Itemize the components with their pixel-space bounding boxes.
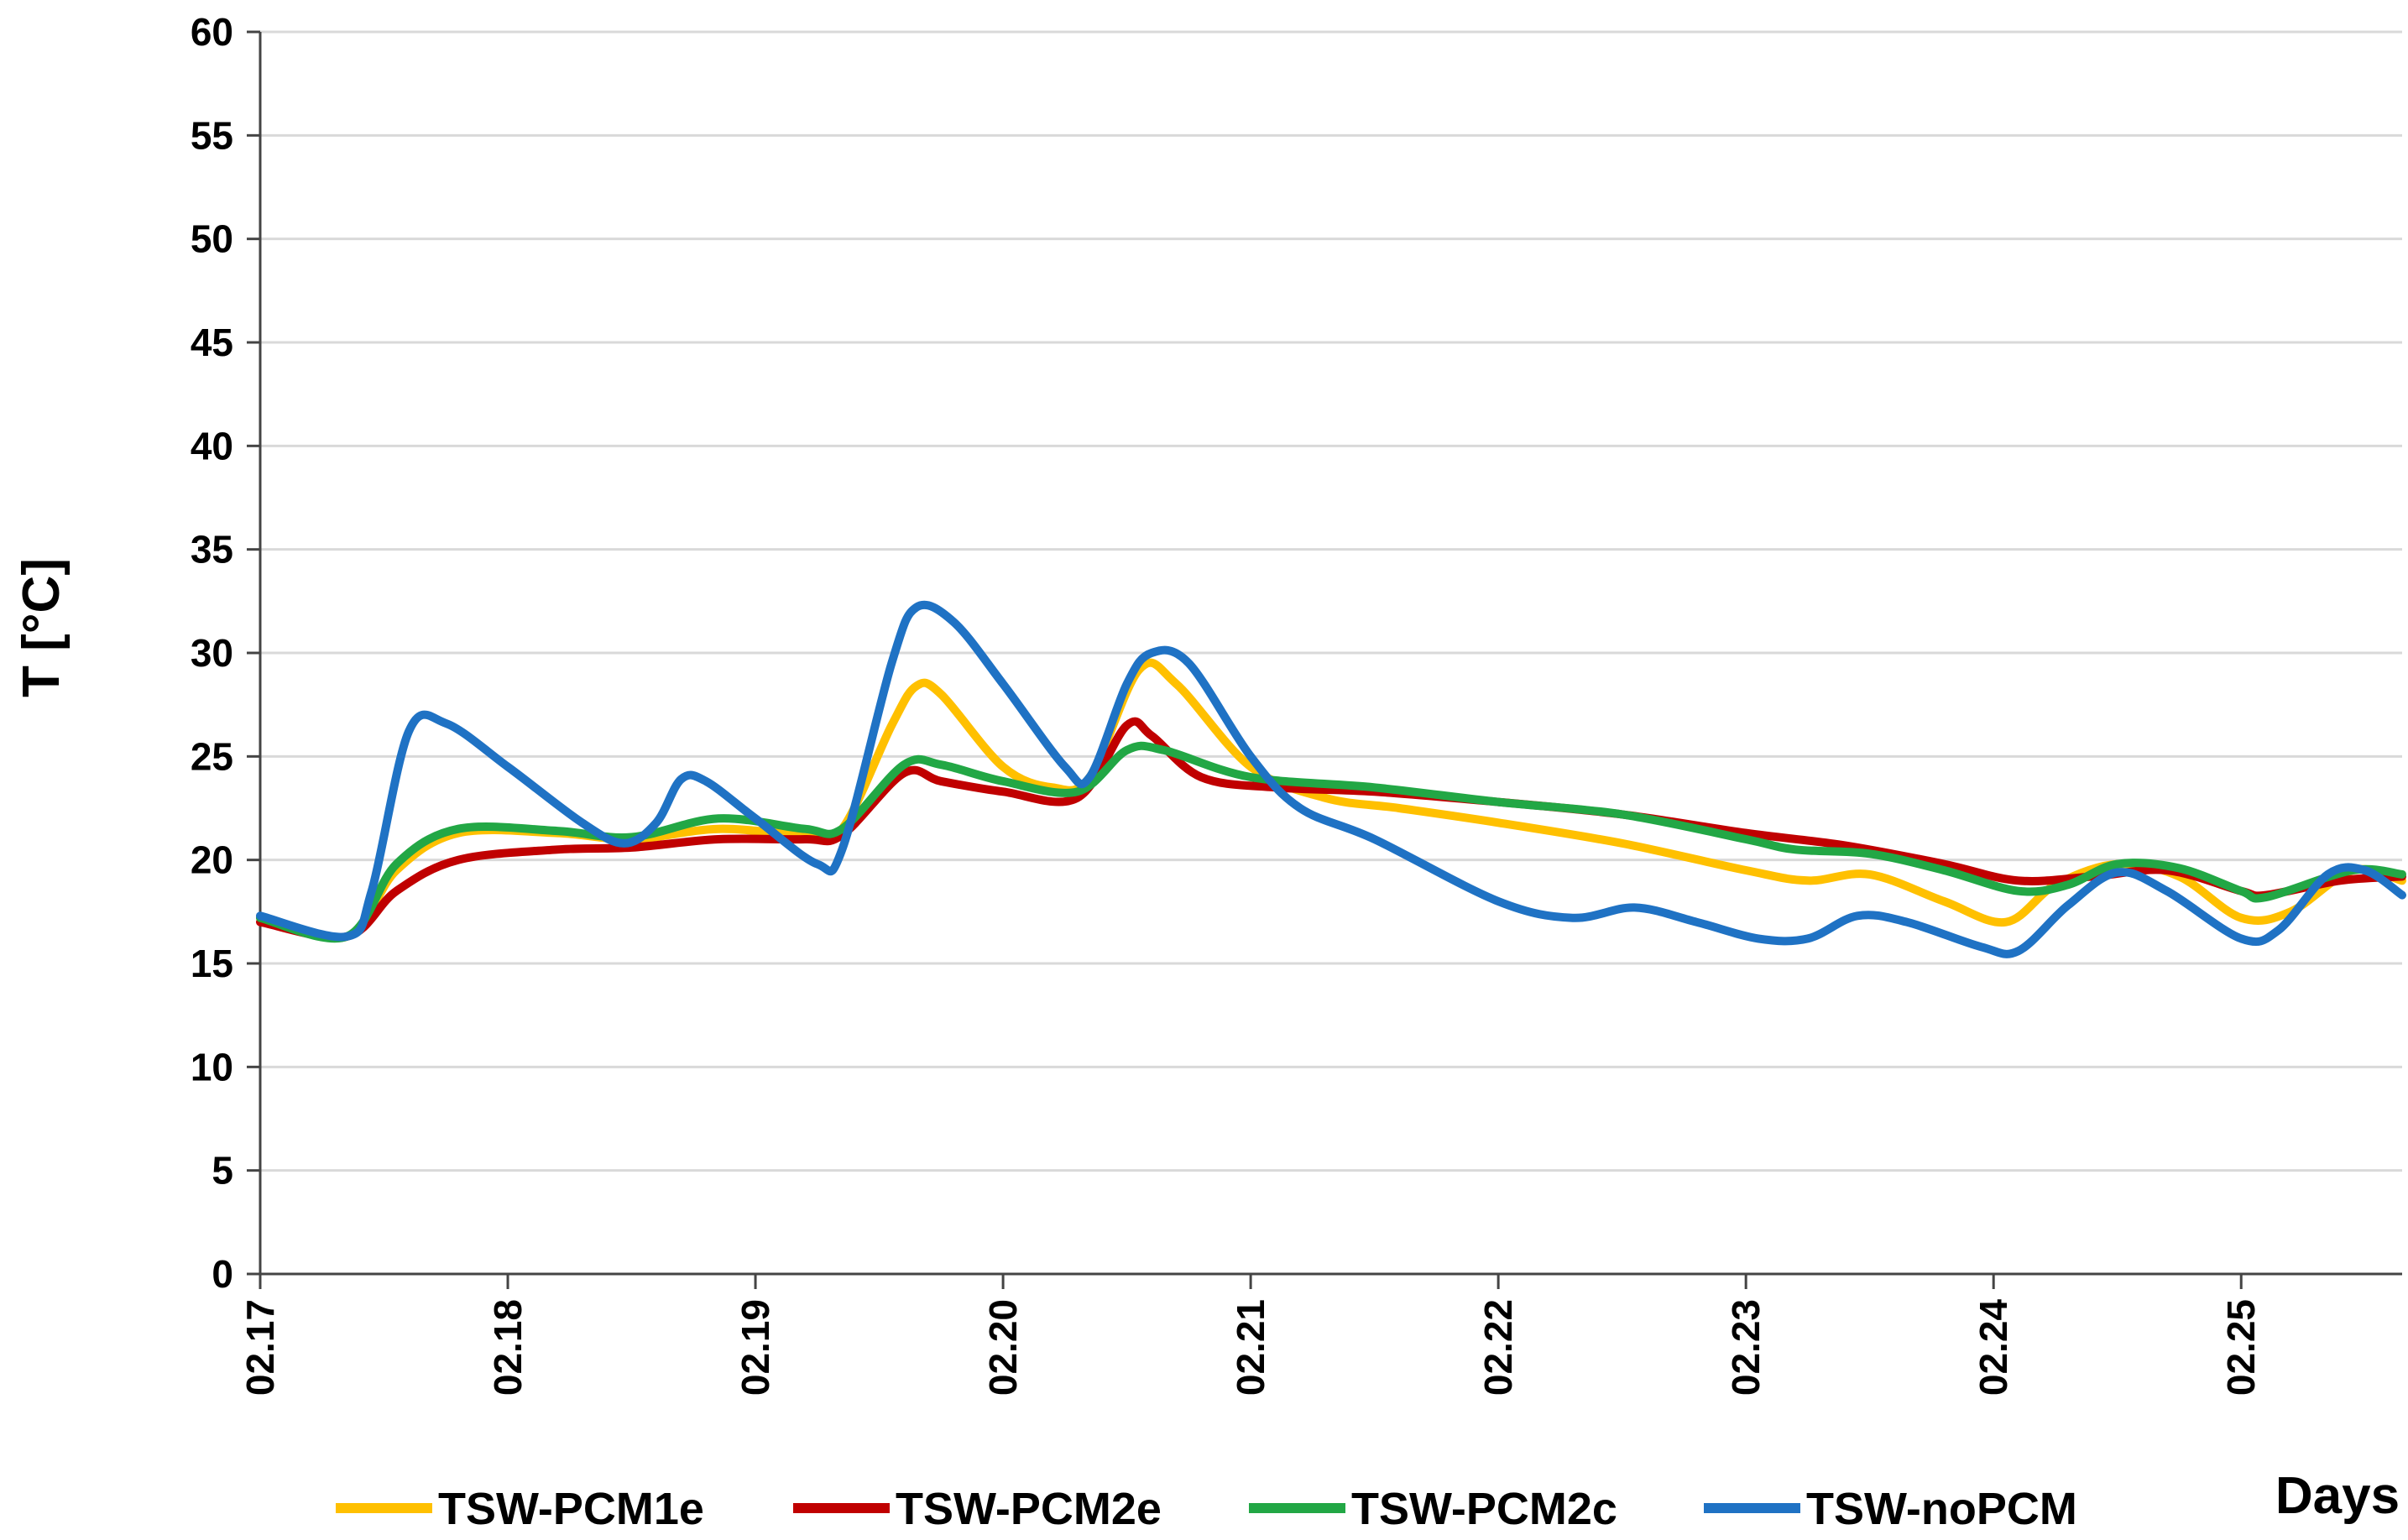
y-tick-label: 15 (191, 942, 233, 985)
legend-label: TSW-PCM2c (1351, 1484, 1617, 1534)
y-tick-label: 40 (191, 424, 233, 467)
y-tick-label: 10 (191, 1045, 233, 1088)
y-tick-label: 60 (191, 10, 233, 54)
x-tick-label: 02.21 (1229, 1299, 1272, 1396)
y-tick-label: 50 (191, 217, 233, 261)
y-tick-label: 5 (212, 1149, 233, 1193)
x-tick-label: 02.25 (2219, 1299, 2263, 1396)
x-tick-label: 02.23 (1724, 1299, 1768, 1396)
x-tick-labels: 02.17 02.18 02.19 02.20 02.21 02.22 02.23 02.24… (238, 1299, 2263, 1396)
y-axis-title: T [°C] (13, 558, 71, 697)
series-lines (256, 600, 2406, 958)
y-tick-label: 0 (212, 1252, 233, 1296)
series-line-tsw-pcm2c (256, 741, 2406, 943)
legend-label: TSW-PCM1e (438, 1484, 704, 1534)
x-tick-label: 02.24 (1972, 1299, 2015, 1396)
legend-label: TSW-PCM2e (896, 1484, 1162, 1534)
gridlines (247, 30, 2402, 1289)
y-tick-label: 30 (191, 631, 233, 675)
y-tick-label: 55 (191, 113, 233, 157)
legend-label: TSW-noPCM (1806, 1484, 2077, 1534)
y-tick-label: 45 (191, 321, 233, 364)
x-tick-label: 02.20 (981, 1299, 1025, 1396)
x-tick-label: 02.22 (1476, 1299, 1520, 1396)
series-line-tsw-nopcm (256, 600, 2406, 958)
x-tick-label: 02.17 (238, 1299, 282, 1396)
x-axis-title: Days (2275, 1467, 2400, 1525)
y-tick-label: 25 (191, 734, 233, 778)
y-tick-label: 20 (191, 838, 233, 882)
legend: TSW-PCM1e TSW-PCM2e TSW-PCM2c TSW-noPCM (336, 1484, 2077, 1534)
y-tick-label: 35 (191, 528, 233, 572)
x-tick-label: 02.19 (734, 1299, 777, 1396)
y-tick-labels: 0 5 10 15 20 25 30 35 40 45 50 55 60 (191, 10, 233, 1296)
axes (259, 32, 2402, 1276)
x-tick-label: 02.18 (486, 1299, 530, 1396)
